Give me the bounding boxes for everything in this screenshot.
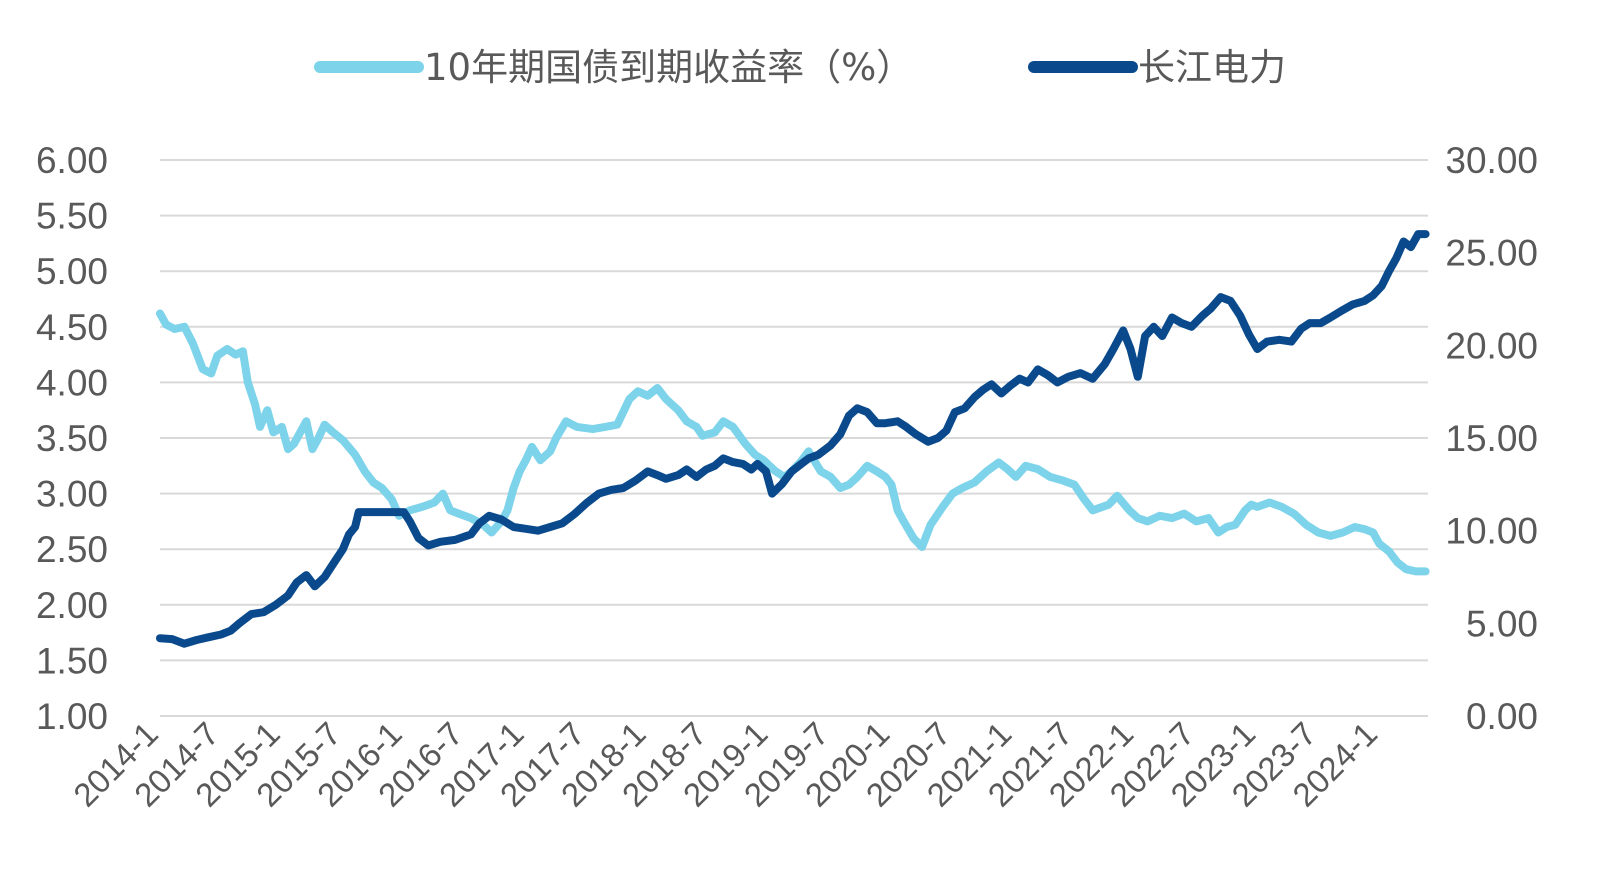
y-left-tick-label: 2.00 [36,585,108,626]
y-right-tick-label: 30.00 [1445,140,1538,181]
y-left-tick-label: 2.50 [36,529,108,570]
series-line-yangtze-power [156,230,1430,648]
y-left-tick-label: 1.50 [36,640,108,681]
series-lines [156,230,1430,648]
grid [160,159,1428,717]
y-right-tick-label: 15.00 [1445,418,1538,459]
y-left-tick-label: 4.50 [36,307,108,348]
y-left-tick-label: 6.00 [36,140,108,181]
y-right-tick-label: 5.00 [1466,603,1538,644]
series-line-bond-yield [156,309,1430,576]
y-left-tick-label: 5.00 [36,251,108,292]
y-axis-right: 0.00 5.00 10.00 15.00 20.00 25.00 30.00 [1445,140,1538,737]
y-left-tick-label: 1.00 [36,696,108,737]
y-right-tick-label: 25.00 [1445,233,1538,274]
y-right-tick-label: 20.00 [1445,325,1538,366]
y-right-tick-label: 0.00 [1466,696,1538,737]
y-right-tick-label: 10.00 [1445,511,1538,552]
y-axis-left: 1.00 1.50 2.00 2.50 3.00 3.50 4.00 4.50 5.00 5.50… [36,140,108,737]
y-left-tick-label: 5.50 [36,196,108,237]
y-left-tick-label: 3.50 [36,418,108,459]
y-left-tick-label: 3.00 [36,474,108,515]
legend-label-bond-yield: 10年期国债到期收益率（%） [424,46,913,89]
legend-label-yangtze-power: 长江电力 [1138,46,1286,89]
y-left-tick-label: 4.00 [36,362,108,403]
legend: 10年期国债到期收益率（%） 长江电力 [314,46,1286,89]
x-axis: 2014-12014-72015-12015-72016-12016-72017… [66,715,1384,814]
